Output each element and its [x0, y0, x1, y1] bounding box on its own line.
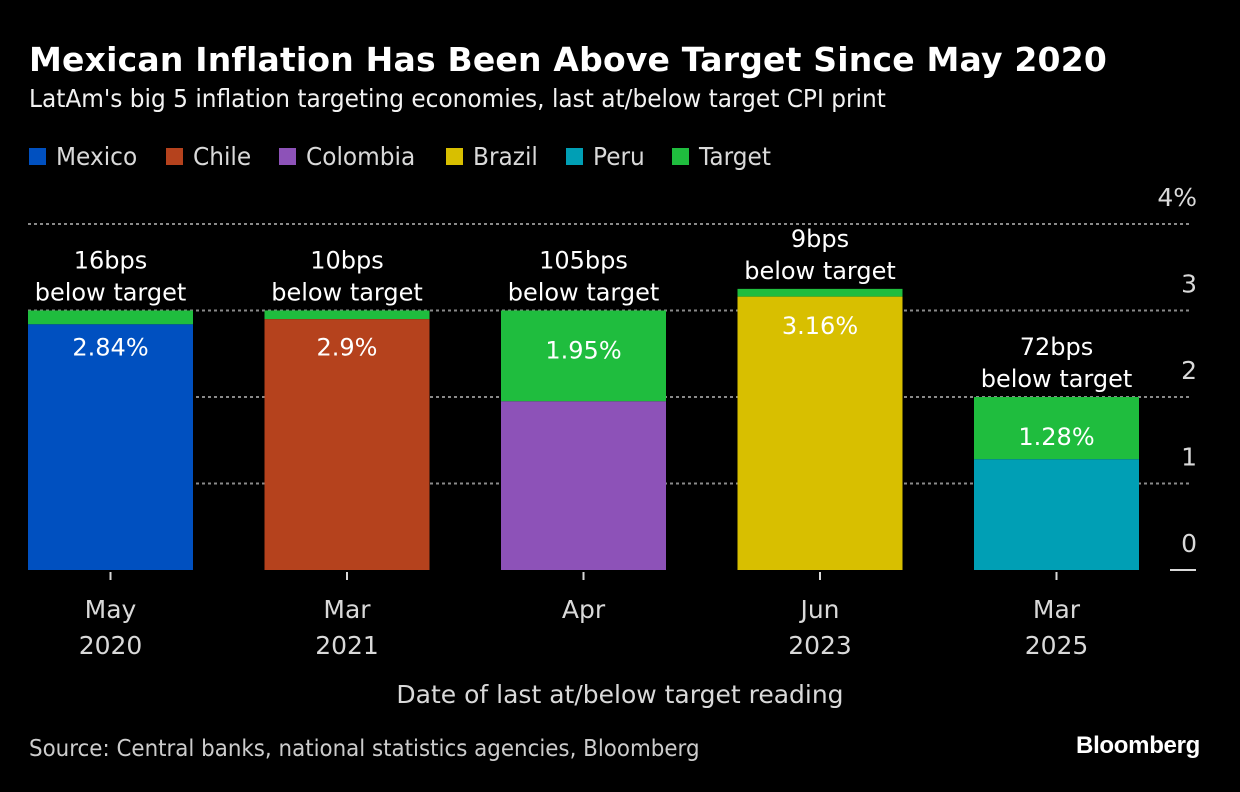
- x-tick-label-month: Mar: [1033, 595, 1081, 624]
- bar-target-segment: [501, 310, 666, 402]
- bar-gap-label-amount: 10bps: [310, 247, 384, 275]
- y-tick-label: 1: [1181, 443, 1197, 472]
- legend-item-brazil: Brazil: [446, 142, 543, 171]
- x-tick-label-month: Jun: [798, 595, 839, 624]
- legend-item-target: Target: [671, 142, 776, 171]
- legend-item-colombia: Colombia: [278, 142, 423, 171]
- y-tick-label: 4%: [1157, 183, 1197, 212]
- legend-item-peru: Peru: [566, 142, 649, 171]
- legend-label: Chile: [193, 142, 252, 171]
- legend-item-chile: Chile: [166, 142, 256, 171]
- x-tick-label-month: May: [85, 595, 137, 624]
- bar-brazil: [737, 296, 903, 570]
- x-tick-label-year: 2025: [1025, 631, 1089, 660]
- legend-swatch: [566, 148, 584, 165]
- bar-colombia: [501, 401, 666, 570]
- legend-label: Peru: [593, 142, 645, 171]
- bar-target-segment: [28, 310, 193, 325]
- legend-label: Mexico: [56, 142, 138, 171]
- bloomberg-logo: Bloomberg: [1076, 732, 1200, 759]
- legend-swatch: [29, 148, 46, 165]
- legend-label: Brazil: [473, 142, 539, 171]
- legend-swatch: [446, 148, 464, 165]
- bar-mexico: [28, 324, 193, 570]
- bar-gap-label-amount: 72bps: [1020, 333, 1094, 361]
- y-tick-label: 3: [1181, 270, 1197, 299]
- bar-value-label: 1.95%: [545, 337, 621, 365]
- legend-label: Colombia: [305, 142, 416, 171]
- bar-target-segment: [264, 310, 430, 320]
- x-tick-label-year: 2021: [315, 631, 379, 660]
- bar-gap-label-text: below target: [744, 257, 896, 285]
- bar-target-segment: [737, 288, 903, 297]
- bar-gap-label-text: below target: [508, 279, 660, 307]
- chart-title: Mexican Inflation Has Been Above Target …: [29, 40, 1108, 79]
- bar-value-label: 3.16%: [782, 312, 858, 340]
- legend-label: Target: [698, 142, 771, 171]
- bar-value-label: 2.84%: [72, 334, 148, 362]
- bar-value-label: 2.9%: [317, 334, 378, 362]
- y-tick-label: 2: [1181, 356, 1197, 385]
- x-axis-title: Date of last at/below target reading: [396, 680, 844, 709]
- x-tick-label-month: Mar: [323, 595, 371, 624]
- bar-gap-label-amount: 105bps: [539, 247, 628, 275]
- legend-swatch: [278, 148, 296, 165]
- bar-gap-label-text: below target: [35, 279, 187, 307]
- legend-swatch: [166, 148, 184, 165]
- x-tick-label-year: 2020: [79, 631, 143, 660]
- bar-chile: [264, 319, 430, 570]
- x-tick-label-year: 2023: [788, 631, 852, 660]
- bar-gap-label-text: below target: [271, 279, 423, 307]
- chart-subtitle: LatAm's big 5 inflation targeting econom…: [29, 84, 886, 113]
- legend-item-mexico: Mexico: [29, 142, 143, 171]
- y-tick-label: 0: [1181, 529, 1197, 558]
- bar-target-segment: [974, 397, 1139, 460]
- bar-gap-label-amount: 9bps: [791, 225, 849, 253]
- bar-gap-label-text: below target: [981, 365, 1133, 393]
- bar-gap-label-amount: 16bps: [74, 247, 148, 275]
- bar-peru: [974, 459, 1139, 570]
- legend: Mexico Chile Colombia Brazil Peru Target: [29, 142, 799, 171]
- source-note: Source: Central banks, national statisti…: [29, 736, 700, 762]
- bar-value-label: 1.28%: [1018, 423, 1094, 451]
- legend-swatch: [671, 148, 689, 165]
- x-tick-label-month: Apr: [562, 595, 606, 624]
